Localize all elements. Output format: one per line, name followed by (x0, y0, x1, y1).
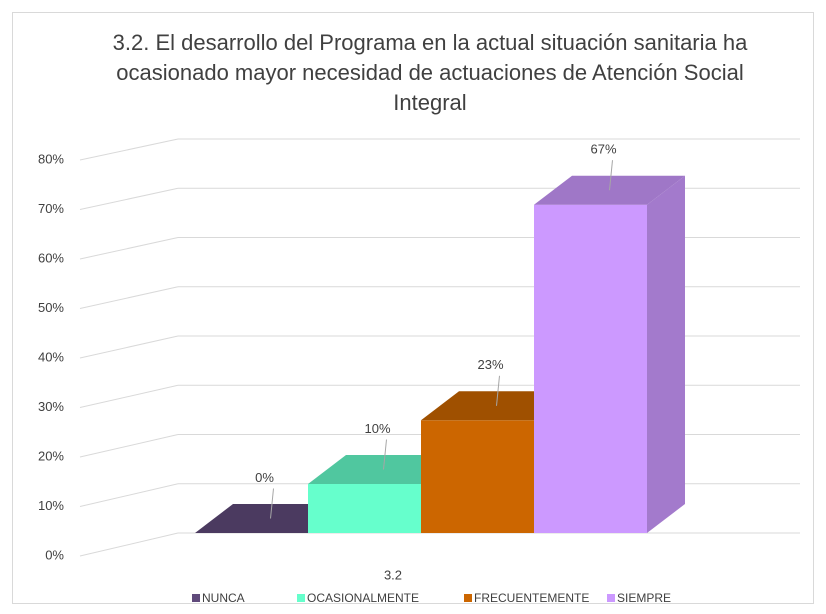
legend-marker (192, 594, 200, 602)
leader-line (609, 160, 613, 191)
y-tick-label: 0% (45, 547, 64, 562)
bar-side (647, 175, 685, 533)
legend-label: SIEMPRE (617, 591, 671, 605)
data-label: 23% (477, 357, 503, 372)
grid-line (79, 138, 179, 161)
legend-label: OCASIONALMENTE (307, 591, 419, 605)
leader-line (383, 439, 387, 470)
grid-line (79, 187, 179, 210)
y-tick-label: 30% (38, 399, 64, 414)
grid-line (79, 286, 179, 309)
legend-marker (607, 594, 615, 602)
leader-line (496, 375, 500, 406)
y-tick-label: 60% (38, 250, 64, 265)
grid-line (79, 483, 179, 507)
y-tick-label: 80% (38, 151, 64, 166)
grid-line (79, 237, 179, 260)
grid-line (79, 335, 179, 359)
leader-line (270, 488, 274, 519)
y-tick-label: 10% (38, 498, 64, 513)
bar-front (308, 484, 421, 533)
data-label: 0% (255, 470, 274, 485)
x-tick-label: 3.2 (384, 567, 402, 582)
grid-line (79, 532, 179, 557)
data-label: 10% (364, 421, 390, 436)
legend-label: NUNCA (202, 591, 245, 605)
legend-marker (297, 594, 305, 602)
grid-line (79, 384, 179, 408)
y-tick-label: 70% (38, 201, 64, 216)
y-tick-label: 20% (38, 448, 64, 463)
bar-front (421, 420, 534, 533)
y-tick-label: 50% (38, 300, 64, 315)
y-tick-label: 40% (38, 349, 64, 364)
bar-front (534, 204, 647, 533)
legend-label: FRECUENTEMENTE (474, 591, 589, 605)
grid-line (79, 434, 179, 458)
chart-title: 3.2. El desarrollo del Programa en la ac… (112, 30, 748, 115)
legend-marker (464, 594, 472, 602)
data-label: 67% (590, 142, 616, 157)
